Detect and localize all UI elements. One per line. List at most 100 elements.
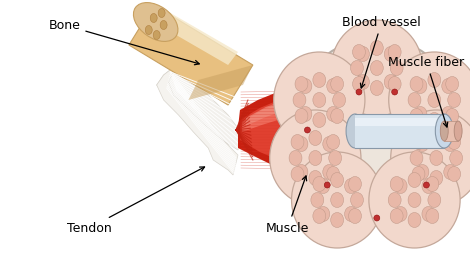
Ellipse shape [309,131,322,146]
Ellipse shape [351,61,364,75]
Ellipse shape [353,76,365,92]
Ellipse shape [299,107,312,121]
Ellipse shape [327,79,340,94]
Ellipse shape [428,93,441,107]
Ellipse shape [327,107,340,121]
Ellipse shape [346,114,364,148]
Ellipse shape [356,47,369,62]
Ellipse shape [313,177,326,192]
Ellipse shape [428,113,441,127]
Ellipse shape [430,131,443,146]
Ellipse shape [370,81,383,95]
Ellipse shape [412,134,425,150]
Ellipse shape [134,3,178,41]
Ellipse shape [408,212,421,228]
Polygon shape [157,65,238,175]
Ellipse shape [410,151,423,166]
Ellipse shape [388,192,401,207]
Ellipse shape [392,89,398,95]
Ellipse shape [416,136,429,152]
Ellipse shape [410,76,423,92]
Polygon shape [242,93,370,132]
Ellipse shape [390,209,403,224]
Ellipse shape [390,61,403,75]
Ellipse shape [440,121,448,141]
Ellipse shape [309,171,322,185]
Ellipse shape [150,14,157,23]
Ellipse shape [428,73,441,88]
Polygon shape [157,65,243,150]
Ellipse shape [428,192,441,207]
Ellipse shape [374,215,380,221]
Ellipse shape [389,52,474,148]
Ellipse shape [370,61,383,75]
Ellipse shape [390,177,403,192]
Polygon shape [444,121,458,141]
Ellipse shape [324,182,330,188]
Ellipse shape [160,21,167,29]
Ellipse shape [327,134,340,150]
Ellipse shape [304,127,310,133]
Text: Tendon: Tendon [67,167,205,235]
Ellipse shape [331,192,344,207]
Ellipse shape [348,209,362,224]
Ellipse shape [369,152,460,248]
Ellipse shape [454,121,462,141]
Ellipse shape [153,30,160,40]
Ellipse shape [422,179,435,193]
Polygon shape [355,118,444,126]
Ellipse shape [317,179,330,193]
Ellipse shape [295,108,308,124]
Polygon shape [355,114,444,148]
Ellipse shape [313,113,326,127]
Ellipse shape [445,127,451,133]
Ellipse shape [351,192,364,207]
Ellipse shape [416,165,429,179]
Text: Bone: Bone [48,18,199,65]
Ellipse shape [313,73,326,88]
Ellipse shape [331,212,344,228]
Ellipse shape [414,79,427,94]
Polygon shape [238,84,367,178]
Ellipse shape [317,206,330,222]
Ellipse shape [323,165,336,179]
Ellipse shape [391,110,474,206]
Ellipse shape [299,79,312,94]
Ellipse shape [408,192,421,207]
Ellipse shape [311,192,324,207]
Polygon shape [147,5,238,65]
Ellipse shape [448,166,461,181]
Text: Blood vessel: Blood vessel [342,16,421,88]
Ellipse shape [313,93,326,107]
Ellipse shape [291,166,304,181]
Ellipse shape [145,25,152,35]
Ellipse shape [345,206,357,222]
Ellipse shape [348,177,362,192]
Polygon shape [240,89,369,171]
Ellipse shape [331,76,344,92]
Ellipse shape [408,93,421,107]
Ellipse shape [295,165,308,179]
Ellipse shape [444,136,456,152]
Ellipse shape [356,89,362,95]
Ellipse shape [293,93,306,107]
Ellipse shape [422,206,435,222]
Ellipse shape [331,172,344,187]
Ellipse shape [345,179,357,193]
Text: Muscle fiber: Muscle fiber [388,55,465,127]
Ellipse shape [290,38,464,222]
Ellipse shape [292,152,383,248]
Ellipse shape [327,166,340,181]
Ellipse shape [394,179,407,193]
Polygon shape [246,91,371,126]
Ellipse shape [446,108,459,124]
Ellipse shape [450,151,463,166]
Ellipse shape [410,108,423,124]
Ellipse shape [442,107,455,121]
Ellipse shape [426,177,439,192]
Ellipse shape [158,9,165,17]
Ellipse shape [394,206,407,222]
Ellipse shape [370,41,383,55]
Ellipse shape [356,75,369,89]
Polygon shape [188,65,253,100]
